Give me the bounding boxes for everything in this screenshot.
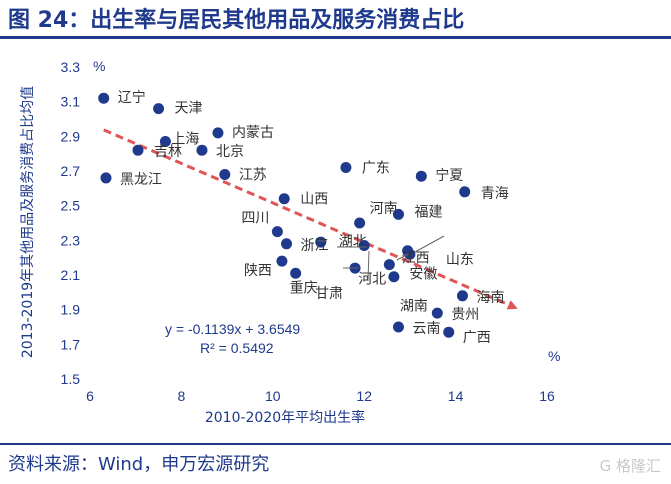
data-point-青海 xyxy=(459,186,471,198)
trend-line xyxy=(103,128,518,310)
point-label-浙江: 浙江 xyxy=(301,238,329,254)
data-point-上海 xyxy=(159,136,171,148)
point-label-宁夏: 宁夏 xyxy=(435,167,463,184)
point-label-重庆: 重庆 xyxy=(290,280,318,296)
x-tick-label: 14 xyxy=(448,388,464,404)
point-label-湖北: 湖北 xyxy=(339,234,367,250)
point-label-吉林: 吉林 xyxy=(154,144,182,160)
data-point-天津 xyxy=(153,103,165,115)
point-label-四川: 四川 xyxy=(241,211,269,227)
y-tick-label: 3.1 xyxy=(61,94,81,110)
point-label-甘肃: 甘肃 xyxy=(315,286,343,302)
y-tick-label: 1.5 xyxy=(61,371,81,387)
x-tick-label: 8 xyxy=(178,388,186,404)
source-note: 资料来源：Wind，申万宏源研究 xyxy=(8,454,270,475)
data-point-云南 xyxy=(392,321,404,333)
point-label-河北: 河北 xyxy=(358,272,386,288)
point-label-江苏: 江苏 xyxy=(239,167,267,183)
data-point-湖北 xyxy=(315,236,327,248)
point-label-陕西: 陕西 xyxy=(244,263,272,279)
y-unit-label: % xyxy=(93,58,105,74)
data-point-四川 xyxy=(271,226,283,238)
data-point-广东 xyxy=(340,162,352,174)
y-axis-title: 2013-2019年其他用品及服务消费占比均值 xyxy=(20,86,36,358)
point-label-黑龙江: 黑龙江 xyxy=(120,172,162,188)
point-label-山西: 山西 xyxy=(300,192,328,208)
data-point-黑龙江 xyxy=(100,172,112,184)
data-point-宁夏 xyxy=(415,170,427,182)
point-label-江西: 江西 xyxy=(402,251,430,267)
watermark-logo: G 格隆汇 xyxy=(599,457,661,475)
leader-line-江西 xyxy=(396,253,409,261)
title-divider xyxy=(0,36,671,39)
data-point-内蒙古 xyxy=(212,127,224,139)
label-leader-lines xyxy=(318,235,445,282)
point-label-河南: 河南 xyxy=(370,201,398,217)
data-point-江苏 xyxy=(219,168,231,180)
point-label-湖南: 湖南 xyxy=(400,299,428,315)
point-label-云南: 云南 xyxy=(412,321,440,337)
data-point-河北 xyxy=(358,240,370,252)
trend-equation: y = -0.1139x + 3.6549 xyxy=(165,321,300,337)
data-point-山东 xyxy=(404,248,416,260)
y-tick-label: 2.1 xyxy=(61,267,81,283)
point-label-上海: 上海 xyxy=(171,132,199,148)
data-point-重庆 xyxy=(290,267,302,279)
page-title: 图 24：出生率与居民其他用品及服务消费占比 xyxy=(8,8,465,33)
x-unit-label: % xyxy=(548,348,560,364)
data-point-海南 xyxy=(456,290,468,302)
data-point-吉林 xyxy=(132,144,144,156)
chart-axes: 1.5 1.7 1.9 2.1 2.3 2.5 2.7 2.9 3.1 3.3 6 8 10 12 14 16 xyxy=(61,59,555,404)
y-tick-label: 1.7 xyxy=(61,336,81,352)
point-label-内蒙古: 内蒙古 xyxy=(232,125,274,141)
x-tick-label: 6 xyxy=(86,388,94,404)
data-point-贵州 xyxy=(431,307,443,319)
y-tick-label: 2.3 xyxy=(61,232,81,248)
data-point-广西 xyxy=(443,326,455,338)
x-tick-label: 16 xyxy=(539,388,555,404)
leader-line-山东 xyxy=(414,235,445,253)
point-label-青海: 青海 xyxy=(481,186,509,202)
data-point-辽宁 xyxy=(98,92,110,104)
point-label-辽宁: 辽宁 xyxy=(118,89,146,106)
point-label-海南: 海南 xyxy=(476,290,504,306)
x-tick-label: 10 xyxy=(265,388,281,404)
point-label-安徽: 安徽 xyxy=(409,267,437,283)
point-label-北京: 北京 xyxy=(216,144,244,160)
data-point-陕西 xyxy=(276,255,288,267)
leader-line-河北 xyxy=(367,250,370,282)
data-point-湖南 xyxy=(388,271,400,283)
data-point-福建 xyxy=(392,208,404,220)
data-point-浙江 xyxy=(281,238,293,250)
y-tick-label: 2.7 xyxy=(61,163,81,179)
data-point-河南 xyxy=(354,217,366,229)
data-point-北京 xyxy=(196,144,208,156)
point-label-广东: 广东 xyxy=(362,161,390,177)
data-point-安徽 xyxy=(383,259,395,271)
y-tick-label: 3.3 xyxy=(61,59,81,75)
x-axis-title: 2010-2020年平均出生率 xyxy=(205,409,365,426)
point-label-贵州: 贵州 xyxy=(451,307,479,323)
data-points xyxy=(98,92,471,338)
x-tick-label: 12 xyxy=(356,388,372,404)
footer-divider xyxy=(0,443,671,445)
point-label-广西: 广西 xyxy=(463,330,491,346)
y-tick-label: 2.5 xyxy=(61,198,81,214)
trendline-group xyxy=(103,128,518,310)
r-squared: R² = 0.5492 xyxy=(200,340,274,356)
point-label-山东: 山东 xyxy=(446,252,474,268)
data-point-山西 xyxy=(278,193,290,205)
y-tick-label: 1.9 xyxy=(61,302,81,318)
point-label-福建: 福建 xyxy=(414,204,442,220)
point-label-天津: 天津 xyxy=(175,101,203,117)
y-tick-label: 2.9 xyxy=(61,128,81,144)
